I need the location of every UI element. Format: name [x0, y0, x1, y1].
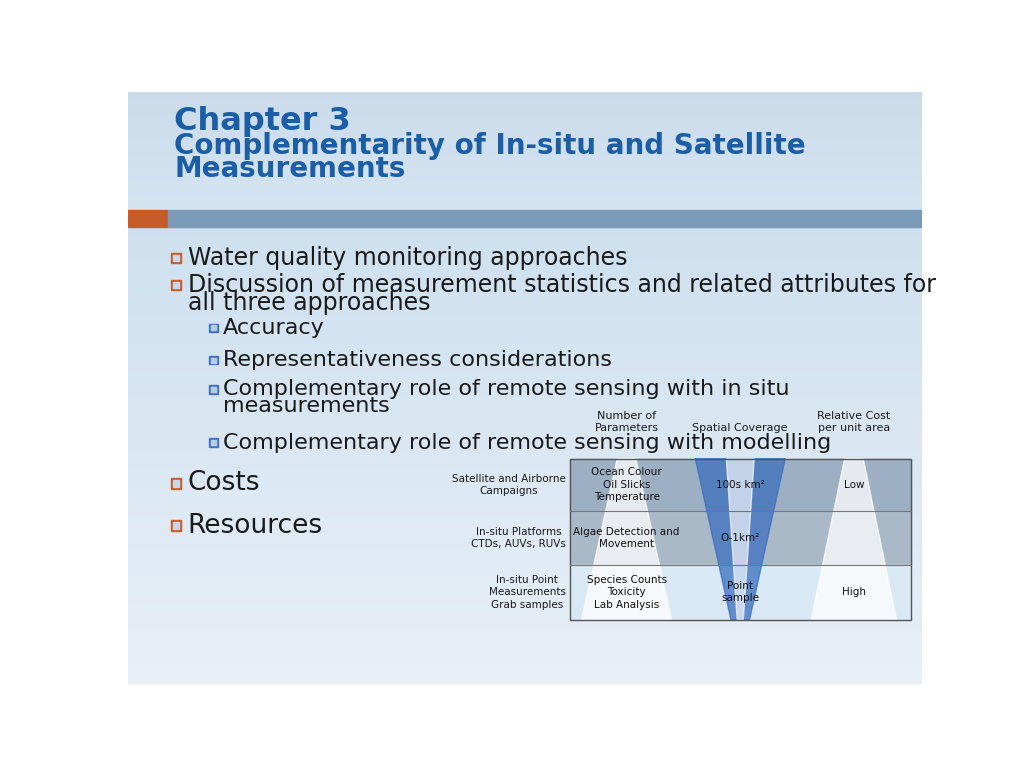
Bar: [211, 387, 216, 392]
Text: In-situ Platforms
CTDs, AUVs, RUVs: In-situ Platforms CTDs, AUVs, RUVs: [471, 527, 566, 549]
Text: Accuracy: Accuracy: [223, 318, 325, 338]
Bar: [209, 439, 218, 447]
Text: Chapter 3: Chapter 3: [174, 106, 351, 137]
Text: Species Counts
Toxicity
Lab Analysis: Species Counts Toxicity Lab Analysis: [587, 575, 667, 610]
Text: Costs: Costs: [187, 470, 260, 496]
Text: Water quality monitoring approaches: Water quality monitoring approaches: [187, 246, 627, 270]
Bar: [171, 478, 181, 488]
Bar: [569, 458, 910, 511]
Bar: [211, 440, 216, 445]
Bar: [168, 210, 922, 227]
Text: Complementarity of In-situ and Satellite: Complementarity of In-situ and Satellite: [174, 132, 806, 160]
Text: Satellite and Airborne
Campaigns: Satellite and Airborne Campaigns: [452, 474, 566, 496]
Bar: [209, 323, 218, 332]
Bar: [569, 511, 910, 565]
Bar: [173, 255, 178, 260]
Text: Algae Detection and
Movement: Algae Detection and Movement: [573, 527, 680, 549]
Polygon shape: [726, 458, 755, 620]
Bar: [171, 520, 181, 531]
Text: Point
sample: Point sample: [721, 581, 759, 604]
Text: Resources: Resources: [187, 513, 323, 538]
Text: 100s km²: 100s km²: [716, 480, 765, 490]
Bar: [173, 480, 179, 487]
Polygon shape: [811, 458, 897, 620]
Text: High: High: [842, 588, 866, 598]
Text: Complementary role of remote sensing with in situ: Complementary role of remote sensing wit…: [223, 379, 790, 399]
Text: all three approaches: all three approaches: [187, 291, 430, 315]
Bar: [171, 280, 180, 290]
Text: Spatial Coverage: Spatial Coverage: [692, 423, 788, 433]
Text: Discussion of measurement statistics and related attributes for: Discussion of measurement statistics and…: [187, 273, 936, 297]
Bar: [209, 356, 218, 364]
Text: Complementary role of remote sensing with modelling: Complementary role of remote sensing wit…: [223, 432, 831, 452]
Text: Measurements: Measurements: [174, 155, 406, 183]
Text: Ocean Colour
Oil Slicks
Temperature: Ocean Colour Oil Slicks Temperature: [591, 468, 662, 502]
Bar: [171, 253, 180, 263]
Bar: [173, 283, 178, 289]
Polygon shape: [695, 458, 785, 620]
Bar: [209, 385, 218, 394]
Text: In-situ Point
Measurements
Grab samples: In-situ Point Measurements Grab samples: [488, 575, 566, 610]
Text: Relative Cost
per unit area: Relative Cost per unit area: [817, 411, 891, 433]
Polygon shape: [582, 458, 672, 620]
Bar: [569, 458, 910, 620]
Text: Number of
Parameters: Number of Parameters: [595, 411, 658, 433]
Bar: [211, 325, 216, 330]
Bar: [569, 565, 910, 620]
Bar: [128, 210, 168, 227]
Text: O-1km²: O-1km²: [721, 533, 760, 543]
Text: Low: Low: [844, 480, 864, 490]
Bar: [173, 522, 179, 529]
Text: Representativeness considerations: Representativeness considerations: [223, 350, 612, 370]
Bar: [211, 358, 216, 362]
Text: measurements: measurements: [223, 396, 390, 416]
